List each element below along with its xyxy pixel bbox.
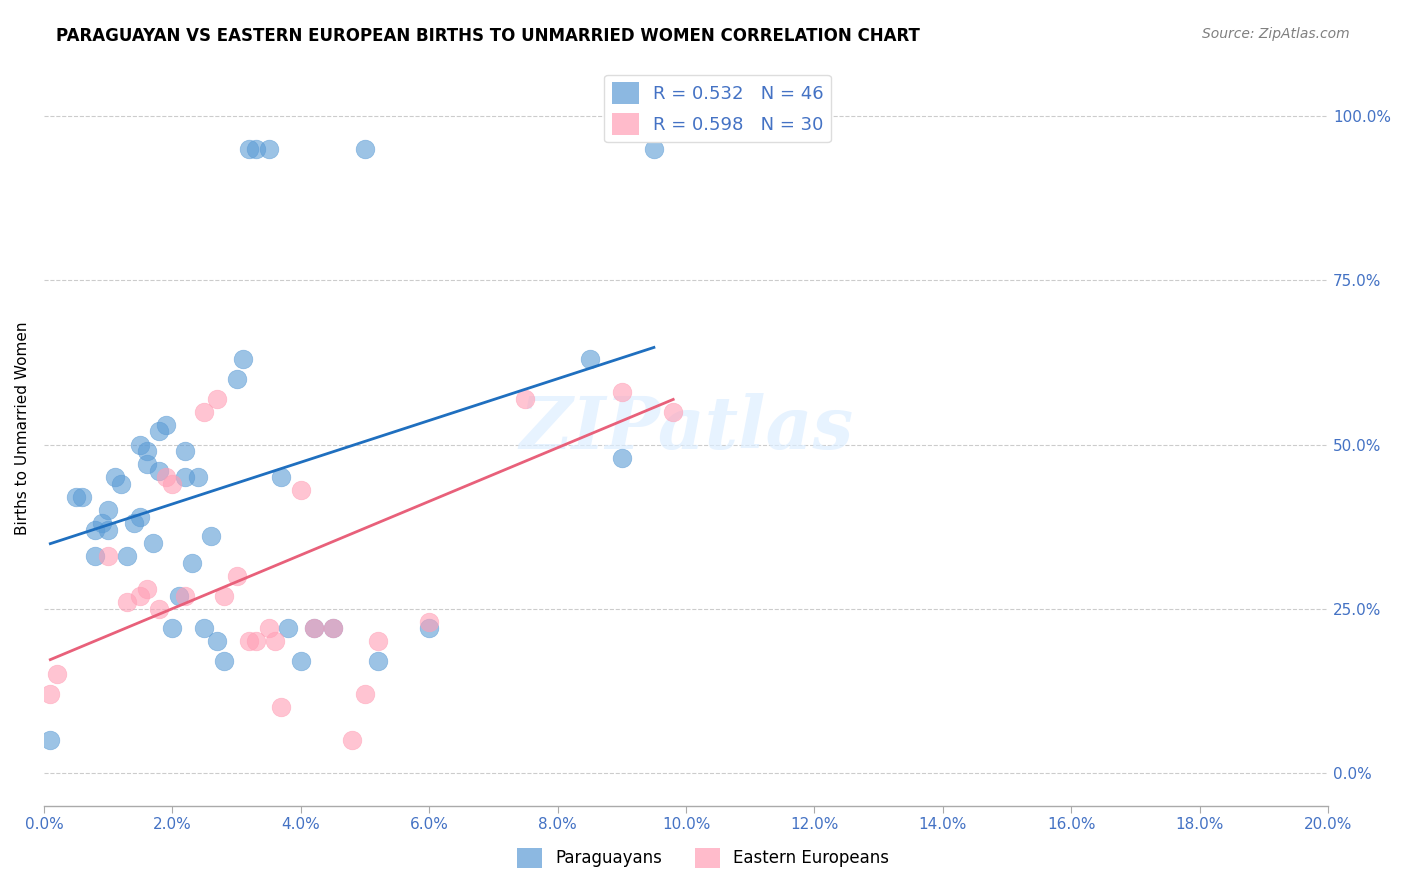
Point bbox=[354, 687, 377, 701]
Point bbox=[129, 437, 152, 451]
Point bbox=[212, 654, 235, 668]
Point bbox=[187, 470, 209, 484]
Legend: Paraguayans, Eastern Europeans: Paraguayans, Eastern Europeans bbox=[510, 841, 896, 875]
Point bbox=[110, 477, 132, 491]
Point bbox=[180, 556, 202, 570]
Point bbox=[148, 601, 170, 615]
Point bbox=[135, 444, 157, 458]
Point bbox=[148, 464, 170, 478]
Point bbox=[155, 470, 177, 484]
Point bbox=[117, 595, 139, 609]
Point bbox=[97, 549, 120, 563]
Point bbox=[155, 417, 177, 432]
Point bbox=[212, 589, 235, 603]
Point bbox=[167, 589, 190, 603]
Point bbox=[238, 142, 260, 156]
Point bbox=[174, 444, 197, 458]
Point bbox=[97, 523, 120, 537]
Point bbox=[277, 621, 299, 635]
Point bbox=[232, 352, 254, 367]
Point bbox=[322, 621, 344, 635]
Point bbox=[367, 634, 389, 648]
Point bbox=[193, 405, 215, 419]
Point bbox=[84, 523, 107, 537]
Point bbox=[238, 634, 260, 648]
Point bbox=[200, 529, 222, 543]
Point bbox=[418, 621, 440, 635]
Point bbox=[174, 470, 197, 484]
Point bbox=[142, 536, 165, 550]
Point bbox=[578, 352, 600, 367]
Legend: R = 0.532   N = 46, R = 0.598   N = 30: R = 0.532 N = 46, R = 0.598 N = 30 bbox=[605, 75, 831, 143]
Point bbox=[193, 621, 215, 635]
Point bbox=[354, 142, 377, 156]
Point bbox=[245, 142, 267, 156]
Point bbox=[39, 733, 62, 747]
Point bbox=[65, 490, 87, 504]
Point bbox=[322, 621, 344, 635]
Point bbox=[72, 490, 94, 504]
Point bbox=[103, 470, 125, 484]
Point bbox=[162, 477, 184, 491]
Point bbox=[135, 457, 157, 471]
Point bbox=[257, 142, 280, 156]
Point bbox=[264, 634, 287, 648]
Point bbox=[257, 621, 280, 635]
Point bbox=[117, 549, 139, 563]
Point bbox=[515, 392, 537, 406]
Point bbox=[302, 621, 325, 635]
Point bbox=[129, 589, 152, 603]
Point bbox=[45, 667, 67, 681]
Point bbox=[135, 582, 157, 596]
Point bbox=[290, 483, 312, 498]
Point bbox=[270, 700, 292, 714]
Text: PARAGUAYAN VS EASTERN EUROPEAN BIRTHS TO UNMARRIED WOMEN CORRELATION CHART: PARAGUAYAN VS EASTERN EUROPEAN BIRTHS TO… bbox=[56, 27, 920, 45]
Text: ZIPatlas: ZIPatlas bbox=[519, 392, 853, 464]
Point bbox=[367, 654, 389, 668]
Point bbox=[245, 634, 267, 648]
Point bbox=[207, 634, 229, 648]
Y-axis label: Births to Unmarried Women: Births to Unmarried Women bbox=[15, 321, 30, 535]
Point bbox=[270, 470, 292, 484]
Point bbox=[97, 503, 120, 517]
Point bbox=[129, 509, 152, 524]
Point bbox=[225, 372, 247, 386]
Point bbox=[643, 142, 665, 156]
Point bbox=[302, 621, 325, 635]
Point bbox=[610, 450, 633, 465]
Point bbox=[225, 569, 247, 583]
Point bbox=[207, 392, 229, 406]
Point bbox=[662, 405, 685, 419]
Text: Source: ZipAtlas.com: Source: ZipAtlas.com bbox=[1202, 27, 1350, 41]
Point bbox=[84, 549, 107, 563]
Point bbox=[148, 425, 170, 439]
Point bbox=[90, 516, 112, 531]
Point bbox=[340, 733, 363, 747]
Point bbox=[174, 589, 197, 603]
Point bbox=[418, 615, 440, 629]
Point bbox=[610, 384, 633, 399]
Point bbox=[162, 621, 184, 635]
Point bbox=[39, 687, 62, 701]
Point bbox=[643, 109, 665, 123]
Point bbox=[290, 654, 312, 668]
Point bbox=[122, 516, 145, 531]
